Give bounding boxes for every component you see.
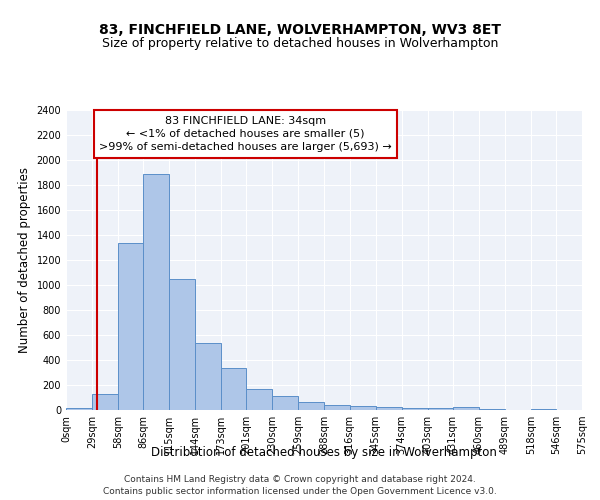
Bar bbox=[169, 280, 195, 410]
Bar bbox=[401, 408, 428, 410]
Bar bbox=[428, 408, 453, 410]
Bar bbox=[118, 242, 143, 410]
Text: Size of property relative to detached houses in Wolverhampton: Size of property relative to detached ho… bbox=[102, 38, 498, 51]
Bar bbox=[582, 408, 600, 410]
Text: 83 FINCHFIELD LANE: 34sqm
← <1% of detached houses are smaller (5)
>99% of semi-: 83 FINCHFIELD LANE: 34sqm ← <1% of detac… bbox=[99, 116, 392, 152]
Text: Contains HM Land Registry data © Crown copyright and database right 2024.: Contains HM Land Registry data © Crown c… bbox=[124, 474, 476, 484]
Text: 83, FINCHFIELD LANE, WOLVERHAMPTON, WV3 8ET: 83, FINCHFIELD LANE, WOLVERHAMPTON, WV3 … bbox=[99, 22, 501, 36]
Bar bbox=[350, 406, 376, 410]
Bar bbox=[247, 390, 272, 410]
Bar bbox=[272, 396, 298, 410]
Bar bbox=[453, 407, 479, 410]
Y-axis label: Number of detached properties: Number of detached properties bbox=[18, 167, 31, 353]
Bar bbox=[221, 368, 247, 410]
Text: Contains public sector information licensed under the Open Government Licence v3: Contains public sector information licen… bbox=[103, 486, 497, 496]
Bar bbox=[143, 174, 169, 410]
Bar bbox=[195, 342, 221, 410]
Text: Distribution of detached houses by size in Wolverhampton: Distribution of detached houses by size … bbox=[151, 446, 497, 459]
Bar bbox=[66, 408, 92, 410]
Bar bbox=[298, 402, 325, 410]
Bar bbox=[325, 405, 350, 410]
Bar bbox=[92, 394, 118, 410]
Bar bbox=[376, 407, 401, 410]
